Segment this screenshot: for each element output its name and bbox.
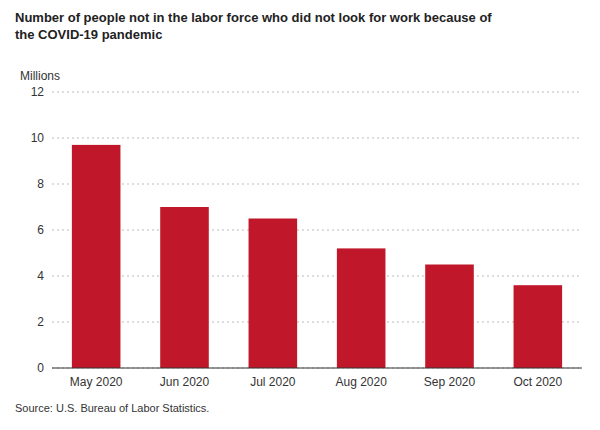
y-tick-label: 2: [37, 315, 44, 329]
x-tick-label: Sep 2020: [424, 375, 476, 389]
x-tick-label: Oct 2020: [513, 375, 562, 389]
bar: [514, 285, 563, 368]
x-tick-label: Jul 2020: [250, 375, 296, 389]
x-tick-label: May 2020: [70, 375, 123, 389]
y-tick-label: 4: [37, 269, 44, 283]
bar: [72, 145, 121, 368]
bar: [337, 248, 386, 368]
title-line: Number of people not in the labor force …: [15, 10, 492, 25]
x-axis-line: [52, 368, 582, 369]
y-tick-label: 6: [37, 223, 44, 237]
grid-line: [52, 138, 582, 139]
y-tick-label: 10: [31, 131, 45, 145]
source: Source: U.S. Bureau of Labor Statistics.: [15, 402, 209, 414]
grid-line: [52, 322, 582, 323]
grid-line: [52, 184, 582, 185]
grid-line: [52, 230, 582, 231]
y-tick-label: 12: [31, 85, 45, 99]
grid: [52, 92, 582, 368]
y-axis-label: Millions: [20, 69, 60, 83]
grid-line: [52, 92, 582, 93]
bar: [249, 219, 298, 369]
grid-line: [52, 276, 582, 277]
bar: [160, 207, 209, 368]
chart: Number of people not in the labor force …: [0, 0, 600, 430]
title: Number of people not in the labor force …: [15, 10, 492, 42]
y-tick-label: 0: [37, 361, 44, 375]
x-tick-label: Aug 2020: [335, 375, 387, 389]
grid-line: [52, 368, 582, 369]
y-tick-label: 8: [37, 177, 44, 191]
title-line: the COVID-19 pandemic: [15, 27, 162, 42]
bar: [425, 265, 474, 369]
bars: [72, 145, 562, 368]
x-tick-label: Jun 2020: [160, 375, 210, 389]
